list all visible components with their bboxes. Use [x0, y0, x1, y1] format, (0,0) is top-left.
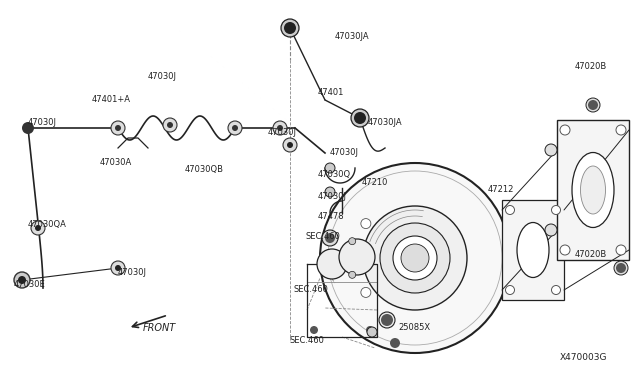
Text: 47030A: 47030A: [100, 158, 132, 167]
Text: SEC.460: SEC.460: [290, 336, 325, 345]
Circle shape: [506, 285, 515, 295]
Circle shape: [586, 98, 600, 112]
Text: FRONT: FRONT: [143, 323, 176, 333]
Ellipse shape: [580, 166, 605, 214]
Text: 47212: 47212: [488, 185, 515, 194]
Text: 47030QB: 47030QB: [185, 165, 224, 174]
Circle shape: [363, 206, 467, 310]
Circle shape: [325, 187, 335, 197]
Circle shape: [390, 338, 400, 348]
Circle shape: [351, 109, 369, 127]
Circle shape: [560, 125, 570, 135]
Circle shape: [616, 245, 626, 255]
Circle shape: [228, 121, 242, 135]
Text: 47030J: 47030J: [28, 118, 57, 127]
Circle shape: [287, 142, 293, 148]
Circle shape: [616, 263, 626, 273]
Circle shape: [614, 261, 628, 275]
Text: 47030J: 47030J: [148, 72, 177, 81]
FancyBboxPatch shape: [502, 200, 564, 300]
Text: 47030JA: 47030JA: [368, 118, 403, 127]
Circle shape: [273, 121, 287, 135]
Circle shape: [320, 163, 510, 353]
Circle shape: [552, 205, 561, 215]
Circle shape: [545, 144, 557, 156]
Text: 47030J: 47030J: [330, 148, 359, 157]
Ellipse shape: [517, 222, 549, 278]
Ellipse shape: [572, 153, 614, 228]
Circle shape: [393, 236, 437, 280]
Circle shape: [381, 314, 393, 326]
Circle shape: [232, 125, 238, 131]
Circle shape: [361, 219, 371, 228]
Text: 47030QA: 47030QA: [28, 220, 67, 229]
Circle shape: [111, 261, 125, 275]
Circle shape: [167, 122, 173, 128]
Text: SEC.460: SEC.460: [306, 232, 341, 241]
Circle shape: [349, 238, 356, 245]
Text: 47030J: 47030J: [268, 128, 297, 137]
Text: 47478: 47478: [318, 212, 344, 221]
Text: 47030J: 47030J: [318, 192, 347, 201]
Circle shape: [283, 138, 297, 152]
Text: 47030E: 47030E: [14, 280, 45, 289]
Circle shape: [616, 125, 626, 135]
Circle shape: [277, 125, 283, 131]
Circle shape: [18, 276, 26, 284]
Text: 47401+A: 47401+A: [92, 95, 131, 104]
Circle shape: [506, 205, 515, 215]
Text: 25085X: 25085X: [398, 323, 430, 332]
Circle shape: [367, 327, 377, 337]
Circle shape: [366, 326, 374, 334]
Text: 47210: 47210: [362, 178, 388, 187]
Circle shape: [325, 163, 335, 173]
Circle shape: [14, 272, 30, 288]
Circle shape: [115, 125, 121, 131]
Circle shape: [115, 265, 121, 271]
Text: SEC.460: SEC.460: [294, 285, 329, 294]
Circle shape: [317, 249, 347, 279]
Circle shape: [339, 239, 375, 275]
Text: 47020B: 47020B: [575, 250, 607, 259]
Circle shape: [401, 244, 429, 272]
Text: 47030JA: 47030JA: [335, 32, 370, 41]
Circle shape: [354, 112, 366, 124]
Circle shape: [361, 288, 371, 298]
Circle shape: [322, 230, 338, 246]
Circle shape: [163, 118, 177, 132]
FancyBboxPatch shape: [557, 120, 629, 260]
Text: X470003G: X470003G: [560, 353, 607, 362]
Circle shape: [281, 19, 299, 37]
Circle shape: [22, 122, 34, 134]
Circle shape: [560, 245, 570, 255]
Text: 47401: 47401: [318, 88, 344, 97]
Circle shape: [380, 223, 450, 293]
Circle shape: [35, 225, 41, 231]
Circle shape: [379, 312, 395, 328]
Circle shape: [284, 22, 296, 34]
Circle shape: [31, 221, 45, 235]
Circle shape: [545, 224, 557, 236]
Text: 47020B: 47020B: [575, 62, 607, 71]
Text: 47030Q: 47030Q: [318, 170, 351, 179]
Circle shape: [349, 271, 356, 278]
Circle shape: [111, 121, 125, 135]
Circle shape: [552, 285, 561, 295]
Circle shape: [325, 233, 335, 243]
Circle shape: [310, 326, 318, 334]
Circle shape: [588, 100, 598, 110]
Text: 47030J: 47030J: [118, 268, 147, 277]
